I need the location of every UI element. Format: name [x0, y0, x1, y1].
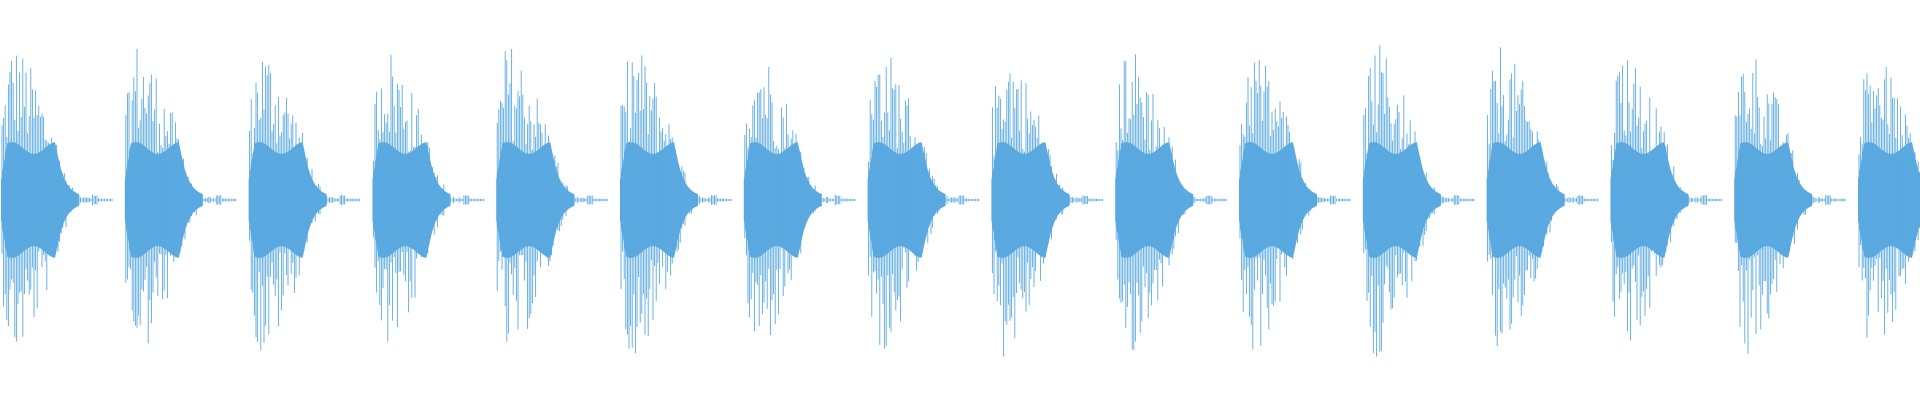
waveform-burst	[620, 55, 732, 354]
waveform-burst	[1239, 60, 1351, 350]
waveform-burst	[1486, 47, 1599, 347]
waveform-bursts	[1, 45, 1920, 357]
waveform-burst	[124, 48, 237, 344]
waveform-burst	[1362, 45, 1475, 357]
waveform-burst	[1610, 60, 1722, 341]
waveform-burst	[1, 55, 113, 342]
waveform-burst	[248, 61, 361, 351]
waveform-burst	[743, 67, 856, 335]
waveform-burst	[496, 49, 608, 342]
waveform-burst	[867, 57, 980, 349]
waveform-burst	[991, 73, 1103, 357]
waveform-burst	[1734, 59, 1846, 354]
waveform-burst	[1115, 54, 1227, 351]
waveform-burst	[1858, 67, 1920, 338]
waveform-burst	[372, 54, 484, 342]
